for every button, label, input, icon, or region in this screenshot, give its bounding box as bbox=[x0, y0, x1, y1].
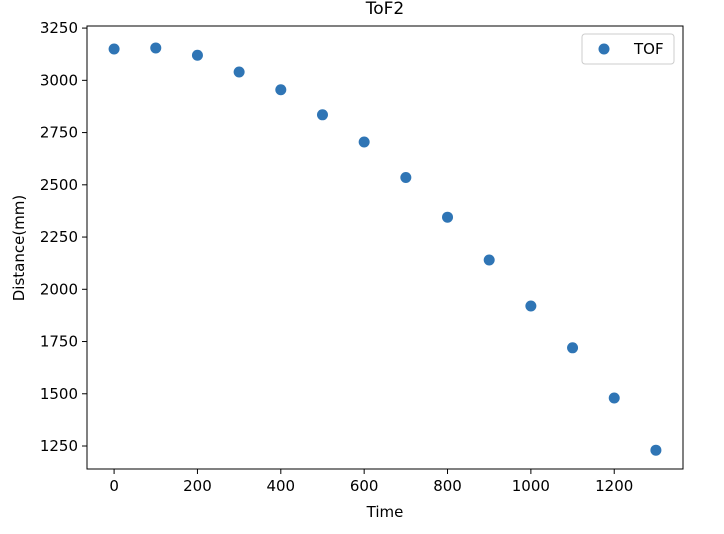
legend-marker bbox=[598, 43, 610, 55]
y-tick-label: 2500 bbox=[40, 176, 78, 194]
data-point bbox=[650, 444, 662, 456]
x-tick-label: 200 bbox=[183, 477, 212, 495]
y-tick-label: 2000 bbox=[40, 280, 78, 298]
x-tick-label: 800 bbox=[433, 477, 462, 495]
x-tick-label: 1000 bbox=[512, 477, 550, 495]
legend-label-tof: TOF bbox=[633, 40, 664, 58]
data-point bbox=[150, 42, 162, 54]
data-point bbox=[316, 109, 328, 121]
x-axis-ticks: 0 200 400 600 800 1000 1200 bbox=[109, 469, 633, 495]
y-axis-ticks: 1250 1500 1750 2000 2250 2500 2750 3000 3250 bbox=[40, 19, 87, 455]
legend-box bbox=[581, 33, 675, 65]
x-tick-label: 400 bbox=[266, 477, 295, 495]
data-points bbox=[108, 42, 662, 456]
y-tick-label: 1750 bbox=[40, 333, 78, 351]
y-axis-label: Distance(mm) bbox=[10, 195, 28, 302]
data-point bbox=[108, 43, 120, 55]
y-tick-label: 1250 bbox=[40, 437, 78, 455]
x-tick-label: 0 bbox=[109, 477, 119, 495]
data-point bbox=[442, 211, 454, 223]
y-tick-label: 1500 bbox=[40, 385, 78, 403]
y-tick-label: 2250 bbox=[40, 228, 78, 246]
legend: TOF bbox=[581, 33, 675, 65]
x-tick-label: 600 bbox=[350, 477, 379, 495]
data-point bbox=[608, 392, 620, 404]
plot-frame bbox=[86, 25, 684, 470]
y-tick-label: 2750 bbox=[40, 124, 78, 142]
data-point bbox=[233, 66, 245, 78]
y-tick-label: 3250 bbox=[40, 19, 78, 37]
x-axis-label: Time bbox=[366, 503, 404, 521]
data-point bbox=[191, 49, 203, 61]
data-point bbox=[525, 300, 537, 312]
chart-title: ToF2 bbox=[365, 0, 405, 19]
x-tick-label: 1200 bbox=[595, 477, 633, 495]
y-tick-label: 3000 bbox=[40, 71, 78, 89]
data-point bbox=[358, 136, 370, 148]
data-point bbox=[400, 171, 412, 183]
data-point bbox=[483, 254, 495, 266]
data-point bbox=[275, 84, 287, 96]
data-point bbox=[567, 342, 579, 354]
